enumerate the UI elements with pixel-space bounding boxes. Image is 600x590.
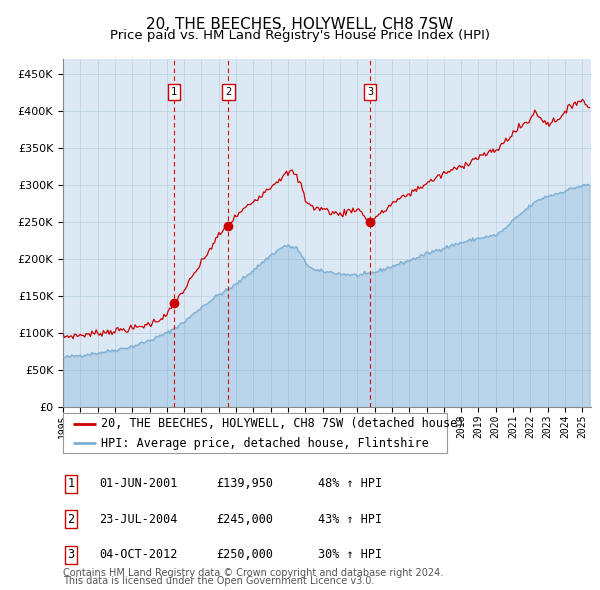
FancyBboxPatch shape	[63, 413, 447, 453]
Text: Contains HM Land Registry data © Crown copyright and database right 2024.: Contains HM Land Registry data © Crown c…	[63, 568, 443, 578]
Text: 3: 3	[367, 87, 374, 97]
Text: Price paid vs. HM Land Registry's House Price Index (HPI): Price paid vs. HM Land Registry's House …	[110, 30, 490, 42]
Text: 2: 2	[226, 87, 232, 97]
Text: 1: 1	[171, 87, 177, 97]
Text: 23-JUL-2004: 23-JUL-2004	[99, 513, 178, 526]
Text: 48% ↑ HPI: 48% ↑ HPI	[318, 477, 382, 490]
Text: £245,000: £245,000	[216, 513, 273, 526]
Text: 3: 3	[67, 548, 74, 561]
Text: HPI: Average price, detached house, Flintshire: HPI: Average price, detached house, Flin…	[101, 437, 429, 450]
Text: 2: 2	[67, 513, 74, 526]
Text: 20, THE BEECHES, HOLYWELL, CH8 7SW: 20, THE BEECHES, HOLYWELL, CH8 7SW	[146, 17, 454, 31]
Text: 30% ↑ HPI: 30% ↑ HPI	[318, 548, 382, 561]
Text: £250,000: £250,000	[216, 548, 273, 561]
Text: 20, THE BEECHES, HOLYWELL, CH8 7SW (detached house): 20, THE BEECHES, HOLYWELL, CH8 7SW (deta…	[101, 417, 465, 430]
Text: This data is licensed under the Open Government Licence v3.0.: This data is licensed under the Open Gov…	[63, 576, 374, 586]
Text: 04-OCT-2012: 04-OCT-2012	[99, 548, 178, 561]
Text: 43% ↑ HPI: 43% ↑ HPI	[318, 513, 382, 526]
Text: £139,950: £139,950	[216, 477, 273, 490]
Text: 01-JUN-2001: 01-JUN-2001	[99, 477, 178, 490]
Text: 1: 1	[67, 477, 74, 490]
